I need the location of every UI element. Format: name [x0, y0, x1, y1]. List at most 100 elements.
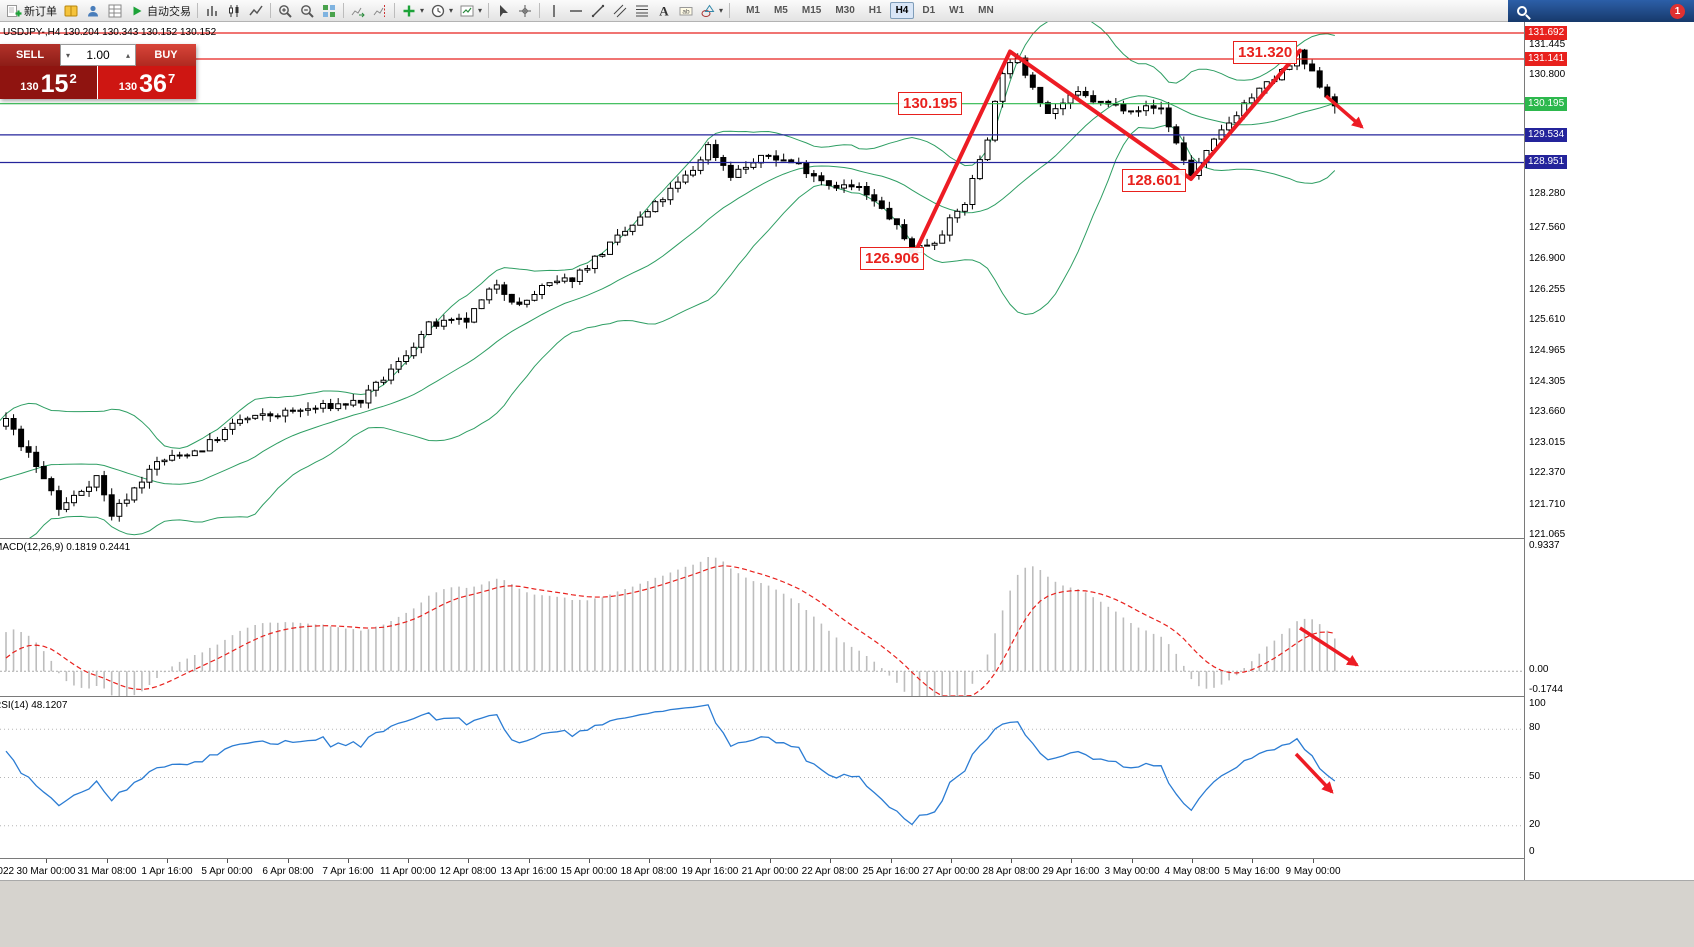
buy-price[interactable]: 130 36 7: [98, 66, 196, 99]
market-watch-button[interactable]: [104, 1, 126, 21]
macd-label: MACD(12,26,9) 0.1819 0.2441: [0, 542, 131, 553]
price-axis-tick: 124.965: [1529, 345, 1566, 356]
auto-scroll-icon: [351, 7, 365, 17]
new-order-button[interactable]: 新订单: [3, 1, 60, 21]
time-axis-label: 22 Apr 08:00: [801, 866, 859, 877]
periods-icon: [431, 4, 445, 17]
trade-buttons-row: SELL ▾ 1.00 ▴ BUY: [0, 44, 196, 66]
trend-zigzag-drawing: [910, 48, 1364, 262]
macd-signal-line: [5, 565, 1335, 696]
zoom-in-button[interactable]: [274, 1, 296, 21]
time-axis-label: 9 May 00:00: [1285, 866, 1341, 877]
down-arrow-drawing: [1324, 94, 1364, 129]
time-axis-tick: [710, 859, 711, 863]
price-axis-tick: 124.305: [1529, 376, 1566, 387]
indicators-button[interactable]: ▾: [398, 1, 427, 21]
trendline-icon: [591, 4, 605, 17]
text-label-icon: ab: [679, 6, 693, 15]
toolbar-separator: [270, 3, 271, 18]
shapes-button[interactable]: ▾: [697, 1, 726, 21]
journal-button[interactable]: [60, 1, 82, 21]
time-axis-tick: [1192, 859, 1193, 863]
timeframe-h1-button[interactable]: H1: [868, 5, 882, 16]
one-click-trading-panel: SELL ▾ 1.00 ▴ BUY 130 15 2 130 36 7: [0, 44, 196, 99]
journal-icon: [64, 5, 78, 16]
time-axis-label: 4 May 08:00: [1164, 866, 1220, 877]
fibonacci-button[interactable]: [631, 1, 653, 21]
time-axis-label: 3 May 00:00: [1104, 866, 1160, 877]
rsi-panel[interactable]: RSI(14) 48.1207: [0, 696, 1524, 858]
volume-input[interactable]: 1.00: [86, 48, 110, 62]
vertical-line-button[interactable]: [543, 1, 565, 21]
auto-scroll-button[interactable]: [347, 1, 369, 21]
sell-button[interactable]: SELL: [0, 44, 60, 66]
price-annotation[interactable]: 131.320: [1233, 41, 1298, 64]
crosshair-button[interactable]: [514, 1, 536, 21]
timeframe-h4-button[interactable]: H4: [889, 2, 915, 19]
rsi-down-arrow-drawing: [1294, 752, 1334, 794]
macd-panel[interactable]: MACD(12,26,9) 0.1819 0.2441: [0, 538, 1524, 696]
time-axis-tick: [891, 859, 892, 863]
time-axis-label: 27 Apr 00:00: [922, 866, 980, 877]
trendline-button[interactable]: [587, 1, 609, 21]
templates-button[interactable]: ▾: [456, 1, 485, 21]
price-annotation[interactable]: 130.195: [898, 92, 963, 115]
chart-shift-icon: [373, 4, 385, 17]
timeframe-m30-button[interactable]: M30: [835, 5, 855, 16]
timeframe-m15-button[interactable]: M15: [801, 5, 822, 16]
timeframe-d1-button[interactable]: D1: [922, 5, 936, 16]
toolbar-separator: [488, 3, 490, 18]
text-label-button[interactable]: ab: [675, 1, 697, 21]
bollinger-bands: [0, 22, 1336, 538]
horizontal-line-button[interactable]: [565, 1, 587, 21]
price-chart-panel[interactable]: USDJPY-,H4 130.204 130.343 130.152 130.1…: [0, 22, 1524, 538]
zoom-in-icon: [279, 4, 292, 18]
time-axis-tick: [468, 859, 469, 863]
timeframe-mn-button[interactable]: MN: [978, 5, 994, 16]
svg-text:A: A: [659, 3, 669, 18]
search-icon[interactable]: [1517, 6, 1527, 16]
periods-button[interactable]: ▾: [427, 1, 456, 21]
time-axis-tick: [1252, 859, 1253, 863]
zoom-out-icon: [301, 4, 314, 18]
price-annotation[interactable]: 128.601: [1122, 169, 1187, 192]
buy-button[interactable]: BUY: [136, 44, 196, 66]
timeframe-m1-button[interactable]: M1: [746, 5, 760, 16]
bar-chart-icon: [207, 5, 217, 16]
channel-button[interactable]: [609, 1, 631, 21]
timeframe-w1-button[interactable]: W1: [949, 5, 965, 16]
text-button[interactable]: A: [653, 1, 675, 21]
timeframe-m5-button[interactable]: M5: [773, 5, 788, 16]
price-chart-canvas[interactable]: [0, 22, 1524, 538]
price-axis-tick: 126.900: [1529, 253, 1566, 264]
price-annotation[interactable]: 126.906: [860, 247, 925, 270]
chart-shift-button[interactable]: [369, 1, 391, 21]
line-chart-button[interactable]: [245, 1, 267, 21]
time-axis-label: 6 Apr 08:00: [262, 866, 314, 877]
tile-windows-button[interactable]: [318, 1, 340, 21]
auto-trading-label: 自动交易: [147, 5, 191, 18]
candlestick-button[interactable]: [223, 1, 245, 21]
auto-trading-button[interactable]: 自动交易: [126, 1, 194, 21]
time-axis-tick: [1313, 859, 1314, 863]
notification-badge[interactable]: 1: [1670, 3, 1685, 19]
profile-button[interactable]: [82, 1, 104, 21]
time-axis-label: 1 Apr 16:00: [141, 866, 193, 877]
price-axis-tick: 131.445: [1529, 39, 1566, 50]
toolbar-search-area: 1: [1508, 0, 1694, 22]
sell-price[interactable]: 130 15 2: [0, 66, 98, 99]
zoom-out-button[interactable]: [296, 1, 318, 21]
buy-price-big: 36: [139, 70, 167, 98]
sell-price-big: 15: [40, 70, 69, 98]
time-axis-label: 25 Apr 16:00: [862, 866, 920, 877]
sell-price-prefix: 130: [20, 81, 39, 93]
volume-increase-button[interactable]: ▴: [125, 50, 130, 60]
volume-decrease-button[interactable]: ▾: [66, 50, 71, 60]
price-axis[interactable]: 131.445 130.800 128.280 127.560 126.900 126.2…: [1524, 22, 1694, 880]
price-axis-badge: 131.141: [1525, 52, 1568, 66]
cursor-button[interactable]: [492, 1, 514, 21]
bar-chart-button[interactable]: [201, 1, 223, 21]
